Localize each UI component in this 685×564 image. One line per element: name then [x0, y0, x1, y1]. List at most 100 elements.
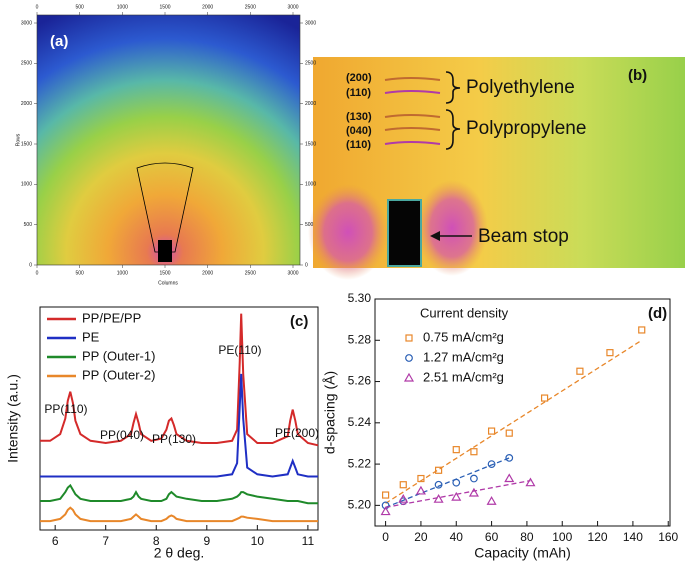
intensity-lobe	[308, 184, 388, 280]
x-tick-label: 120	[588, 530, 608, 544]
annotation: Polypropylene	[466, 118, 586, 139]
x-tick-label: 2500	[245, 270, 256, 276]
braces	[445, 71, 461, 150]
y-tick-label: 5.28	[348, 332, 372, 346]
data-point	[399, 481, 407, 489]
y-tick-label: 3000	[21, 20, 32, 26]
data-point	[380, 506, 391, 516]
legend-title: Current density	[420, 305, 509, 320]
x-tick-label: 80	[520, 530, 534, 544]
x-tick-label: 3000	[287, 270, 298, 276]
data-point	[434, 466, 443, 474]
data-point	[576, 367, 584, 375]
x-tick-label: 2000	[202, 270, 213, 276]
y-tick-label: 1500	[305, 141, 316, 147]
panel-label: (c)	[290, 313, 308, 330]
brace	[445, 109, 461, 150]
x-tick-label: 7	[102, 534, 109, 548]
x-tick-label: 1500	[159, 4, 170, 10]
legend-marker	[403, 372, 415, 382]
beam-stop	[158, 240, 172, 262]
data-point	[540, 394, 549, 402]
x-axis-label: Capacity (mAh)	[474, 545, 570, 561]
data-point	[487, 460, 496, 468]
legend-label: 2.51 mA/cm²g	[423, 369, 504, 384]
data-point	[505, 429, 513, 437]
legend-label: 1.27 mA/cm²g	[423, 349, 504, 364]
x-tick-label: 2500	[245, 4, 256, 10]
legend-label: PE	[82, 329, 100, 344]
data-point	[452, 478, 461, 487]
y-axis-label: d-spacing (Å)	[322, 371, 338, 454]
data-point	[505, 454, 514, 462]
reflection-label: (200)	[346, 72, 372, 84]
data-point	[606, 349, 614, 357]
data-point	[468, 487, 479, 497]
legend-label: PP (Outer-2)	[82, 367, 155, 382]
brace	[445, 71, 461, 104]
data-line	[40, 313, 319, 447]
data-point	[504, 473, 515, 483]
data-point	[470, 448, 478, 456]
y-tick-label: 5.20	[348, 498, 372, 512]
arrow-head	[430, 231, 440, 241]
annotation: Polyethylene	[466, 77, 575, 98]
x-tick-label: 6	[52, 534, 59, 548]
ring	[384, 90, 441, 94]
ring	[384, 114, 441, 118]
panel-label: (a)	[50, 33, 68, 50]
reflection-label: (110)	[346, 87, 371, 99]
reflection-label: (130)	[346, 111, 372, 123]
data-line	[40, 483, 318, 505]
data-line	[40, 373, 318, 478]
rings	[384, 77, 441, 145]
x-tick-label: 500	[75, 270, 84, 276]
y-tick-label: 0	[29, 262, 32, 268]
ring	[384, 77, 441, 81]
y-tick-label: 0	[305, 262, 308, 268]
y-tick-label: 2500	[305, 61, 316, 67]
data-point	[415, 485, 426, 495]
data-point	[486, 496, 497, 505]
reflection-label: (040)	[346, 125, 372, 137]
data-point	[452, 446, 460, 454]
y-tick-label: 2500	[21, 61, 32, 67]
x-tick-label: 8	[153, 534, 160, 548]
x-tick-label: 160	[658, 530, 678, 544]
x-axis-label: Columns	[158, 280, 178, 286]
x-tick-label: 9	[203, 534, 210, 548]
annotation: PP(110)	[44, 402, 87, 416]
reflection-label: (110)	[346, 139, 371, 151]
x-tick-label: 1500	[159, 270, 170, 276]
intensity-lobe	[416, 180, 488, 276]
y-tick-label: 1000	[21, 182, 32, 188]
legend-label: PP/PE/PP	[82, 310, 141, 325]
data-point	[525, 477, 536, 487]
y-tick-label: 3000	[305, 20, 316, 26]
panel-label: (d)	[648, 305, 667, 322]
x-tick-label: 3000	[287, 4, 298, 10]
legend-label: 0.75 mA/cm²g	[423, 329, 504, 344]
x-tick-label: 1000	[117, 270, 128, 276]
legend-label: PP (Outer-1)	[82, 348, 155, 363]
x-tick-label: 100	[552, 530, 572, 544]
ring	[384, 141, 441, 145]
legend-marker	[405, 354, 413, 362]
y-tick-label: 1500	[21, 141, 32, 147]
beam-stop	[387, 199, 422, 267]
x-tick-label: 20	[414, 530, 428, 544]
y-tick-label: 2000	[305, 101, 316, 107]
data-point	[398, 493, 409, 503]
annotation: Beam stop	[478, 226, 569, 247]
x-tick-label: 10	[251, 534, 265, 548]
sector-outline	[136, 162, 194, 253]
data-point	[434, 480, 443, 489]
y-axis-label: Intensity (a.u.)	[5, 374, 21, 463]
annotation: PP(130)	[152, 432, 196, 446]
x-tick-label: 0	[382, 530, 389, 544]
annotation: PP(040)	[100, 428, 144, 442]
annotation: PE(110)	[218, 343, 261, 357]
fit-line	[385, 479, 531, 509]
x-axis-label: 2 θ deg.	[154, 545, 205, 561]
